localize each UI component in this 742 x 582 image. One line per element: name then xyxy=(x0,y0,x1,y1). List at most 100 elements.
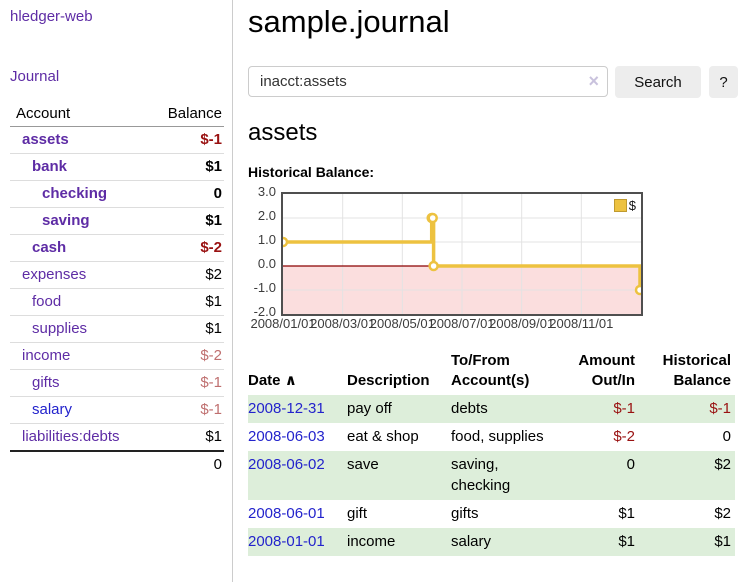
transaction-date-link[interactable]: 2008-06-02 xyxy=(248,456,325,473)
account-link-supplies[interactable]: supplies xyxy=(32,320,88,337)
transaction-date-link[interactable]: 2008-06-01 xyxy=(248,505,325,522)
account-row: saving $1 xyxy=(10,207,224,235)
help-button[interactable]: ? xyxy=(709,66,738,98)
account-balance: $-1 xyxy=(147,369,224,397)
transaction-date-link[interactable]: 2008-01-01 xyxy=(248,533,325,550)
y-axis-tick-label: 2.0 xyxy=(257,208,276,223)
account-link-income[interactable]: income xyxy=(22,347,71,364)
data-point-marker xyxy=(634,284,646,296)
account-balance: $1 xyxy=(147,153,224,181)
sidebar-item-journal[interactable]: Journal xyxy=(10,68,60,85)
transaction-accounts: debts xyxy=(451,400,488,417)
accounts-header-balance: Balance xyxy=(147,102,224,127)
transaction-description: save xyxy=(347,456,379,473)
chart-title: Historical Balance: xyxy=(248,164,375,180)
accounts-header-account: Account xyxy=(10,102,148,127)
search-input[interactable] xyxy=(248,66,608,97)
y-axis-tick-label: 0.0 xyxy=(257,256,276,271)
register-header-amount: Amount Out/In xyxy=(578,352,635,389)
register-date-cell: 2008-06-02 xyxy=(248,451,347,500)
transaction-description: eat & shop xyxy=(347,428,419,445)
transaction-description: income xyxy=(347,533,396,550)
register-row: 2008-01-01 income salary $1 $1 xyxy=(248,528,735,556)
register-row: 2008-06-03 eat & shop food, supplies $-2 0 xyxy=(248,423,735,451)
accounts-total-value: 0 xyxy=(147,450,224,478)
transaction-amount: $-1 xyxy=(613,400,635,417)
search-button[interactable]: Search xyxy=(615,66,701,98)
account-link-liabilities-debts[interactable]: liabilities:debts xyxy=(22,428,120,445)
register-date-cell: 2008-12-31 xyxy=(248,395,347,423)
account-link-gifts[interactable]: gifts xyxy=(32,374,60,391)
y-axis-tick-label: -1.0 xyxy=(253,280,276,295)
account-link-bank[interactable]: bank xyxy=(32,158,68,175)
register-header-date[interactable]: Date ∧ xyxy=(248,372,297,389)
account-row: cash $-2 xyxy=(10,234,224,262)
account-row: expenses $2 xyxy=(10,261,224,289)
transaction-accounts: food, supplies xyxy=(451,428,544,445)
account-row: bank $1 xyxy=(10,153,224,181)
x-axis-tick-label: 2008/09/01 xyxy=(489,316,555,331)
account-row: liabilities:debts $1 xyxy=(10,423,224,451)
y-axis-tick-label: 1.0 xyxy=(257,232,276,247)
x-axis-tick-label: 2008/03/01 xyxy=(310,316,376,331)
transaction-description: gift xyxy=(347,505,368,522)
register-row: 2008-12-31 pay off debts $-1 $-1 xyxy=(248,395,735,423)
account-link-food[interactable]: food xyxy=(32,293,62,310)
accounts-total-row: 0 xyxy=(10,450,224,478)
register-date-cell: 2008-01-01 xyxy=(248,528,347,556)
historical-balance-chart[interactable]: 3.0 2.0 1.0 0.0 -1.0 -2.0 $2008/01/01 2008/03/0… xyxy=(248,184,668,333)
page-title: sample.journal xyxy=(248,4,450,39)
transaction-date-link[interactable]: 2008-12-31 xyxy=(248,400,325,417)
main-content: sample.journal × Search ? assets Histori… xyxy=(248,0,742,582)
search-bar: × Search ? xyxy=(248,66,738,98)
clear-search-icon[interactable]: × xyxy=(588,71,599,91)
transaction-balance: $-1 xyxy=(709,400,731,417)
transaction-date-link[interactable]: 2008-06-03 xyxy=(248,428,325,445)
account-balance: $-1 xyxy=(200,131,222,148)
account-link-saving[interactable]: saving xyxy=(42,212,90,229)
x-axis-tick-label: 2008/07/01 xyxy=(429,316,495,331)
transaction-accounts: salary xyxy=(451,533,492,550)
x-axis-tick-label: 2008/05/01 xyxy=(369,316,435,331)
account-link-checking[interactable]: checking xyxy=(42,185,108,202)
register-header-balance: Historical Balance xyxy=(662,352,731,389)
brand-link[interactable]: hledger-web xyxy=(10,8,93,25)
register-header-accounts: To/From Account(s) xyxy=(451,352,530,389)
account-balance: $1 xyxy=(147,288,224,316)
account-balance: $-1 xyxy=(147,396,224,424)
account-row: checking 0 xyxy=(10,180,224,208)
y-axis-tick-label: 3.0 xyxy=(257,184,276,199)
account-balance: 0 xyxy=(147,180,224,208)
transaction-amount: $1 xyxy=(618,505,635,522)
transaction-accounts: gifts xyxy=(451,505,479,522)
account-balance: $1 xyxy=(147,423,224,451)
account-row: assets $-1 xyxy=(10,127,224,154)
y-axis-tick-label: -2.0 xyxy=(253,304,276,319)
data-point-marker xyxy=(428,260,439,272)
register-table: Date ∧ Description To/From Account(s) Am… xyxy=(248,349,735,556)
account-link-expenses[interactable]: expenses xyxy=(22,266,87,283)
x-axis-tick-label: 2008/11/01 xyxy=(549,316,614,331)
account-row: income $-2 xyxy=(10,342,224,370)
account-link-salary[interactable]: salary xyxy=(32,401,73,418)
sidebar: hledger-web Journal Account Balance asse… xyxy=(0,0,233,582)
account-balance: $1 xyxy=(147,315,224,343)
account-heading: assets xyxy=(248,119,318,146)
account-link-cash[interactable]: cash xyxy=(32,239,67,256)
account-balance: $2 xyxy=(147,261,224,289)
register-date-cell: 2008-06-01 xyxy=(248,500,347,528)
account-balance: $1 xyxy=(147,207,224,235)
accounts-table: Account Balance assets $-1 bank $1 checking 0… xyxy=(10,102,224,478)
register-row: 2008-06-02 save saving, checking 0 $2 xyxy=(248,451,735,500)
register-header-description: Description xyxy=(347,372,430,389)
account-row: supplies $1 xyxy=(10,315,224,343)
register-row: 2008-06-01 gift gifts $1 $2 xyxy=(248,500,735,528)
transaction-amount: $-2 xyxy=(613,428,635,445)
transaction-balance: 0 xyxy=(722,428,731,445)
sort-asc-icon: ∧ xyxy=(284,372,297,389)
transaction-balance: $2 xyxy=(714,505,731,522)
account-link-assets[interactable]: assets xyxy=(22,131,69,148)
chart-plot-area[interactable]: $ xyxy=(277,192,646,316)
data-point-marker xyxy=(427,212,438,224)
transaction-amount: 0 xyxy=(626,456,635,473)
